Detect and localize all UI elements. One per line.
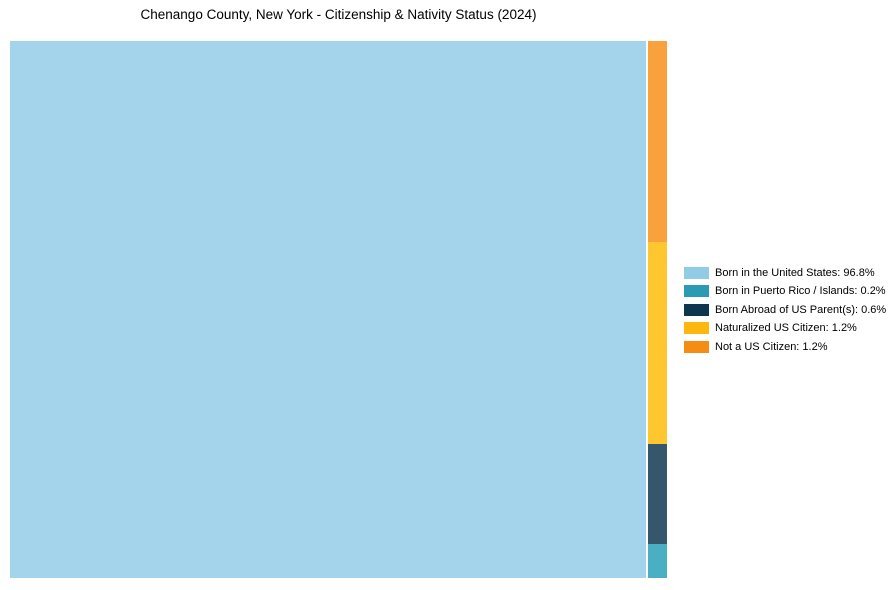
legend-swatch bbox=[684, 267, 709, 279]
treemap-rect-not-us-citizen bbox=[647, 41, 667, 243]
legend-swatch bbox=[684, 322, 709, 335]
treemap-rect-born-abroad-us-parents bbox=[647, 443, 667, 545]
legend-item-born-abroad-us-parents: Born Abroad of US Parent(s): 0.6% bbox=[684, 303, 887, 316]
legend-item-puerto-rico-islands: Born in Puerto Rico / Islands: 0.2% bbox=[684, 285, 886, 298]
legend-item-born-in-us: Born in the United States: 96.8% bbox=[684, 267, 886, 279]
treemap-rect-naturalized-citizen bbox=[647, 242, 667, 444]
legend-item-naturalized-citizen: Naturalized US Citizen: 1.2% bbox=[684, 322, 886, 335]
legend-swatch bbox=[684, 340, 709, 353]
chart-title: Chenango County, New York - Citizenship … bbox=[140, 7, 537, 22]
legend-item-label: Born in Puerto Rico / Islands: 0.2% bbox=[715, 285, 886, 298]
legend-item-label: Naturalized US Citizen: 1.2% bbox=[715, 322, 857, 335]
legend: Born in the United States: 96.8% Born in… bbox=[684, 267, 886, 353]
legend-swatch bbox=[684, 285, 709, 298]
legend-item-label: Not a US Citizen: 1.2% bbox=[715, 340, 828, 353]
legend-item-not-us-citizen: Not a US Citizen: 1.2% bbox=[684, 340, 886, 353]
legend-item-label: Born in the United States: 96.8% bbox=[715, 267, 875, 279]
legend-swatch bbox=[684, 303, 709, 316]
legend-item-label: Born Abroad of US Parent(s): 0.6% bbox=[715, 303, 887, 316]
treemap-rect-born-in-us bbox=[10, 41, 646, 578]
treemap-rect-puerto-rico-islands bbox=[647, 544, 667, 578]
treemap-plot bbox=[10, 41, 667, 578]
